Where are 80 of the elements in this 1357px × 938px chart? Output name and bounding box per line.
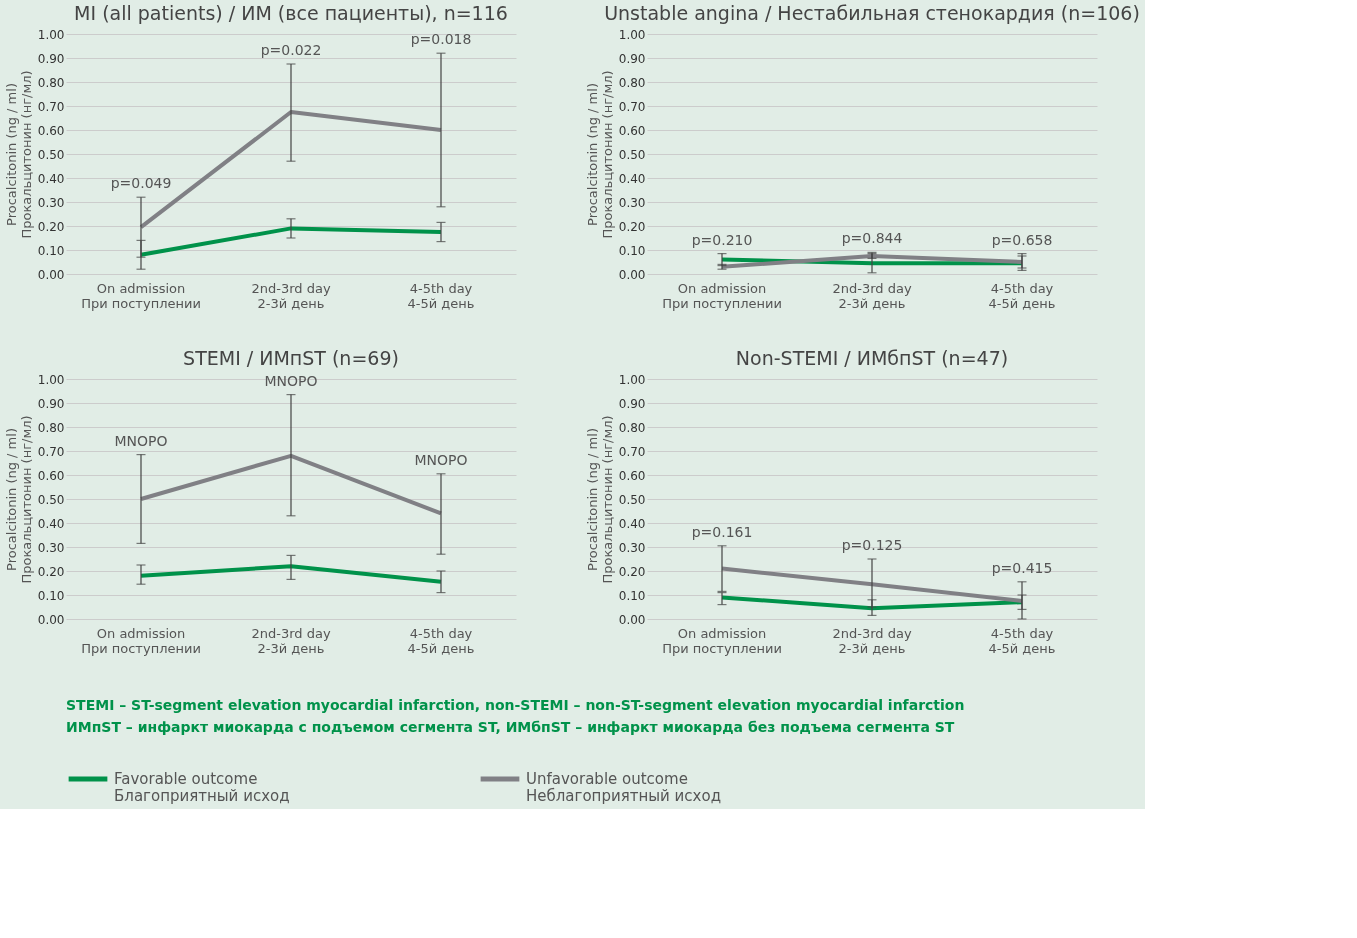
y-tick-label: 0.30 <box>37 540 65 555</box>
y-tick-label: 0.30 <box>618 540 646 555</box>
y-tick-label: 0.00 <box>618 612 646 627</box>
y-tick-label: 0.10 <box>618 588 646 603</box>
y-tick-label: 0.50 <box>37 492 65 507</box>
y-tick-label: 0.50 <box>618 147 646 162</box>
annotation: p=0.658 <box>991 231 1053 248</box>
x-tick-label: On admission При поступлении <box>81 280 201 311</box>
y-tick-label: 0.70 <box>618 444 646 459</box>
y-tick-label: 0.00 <box>618 267 646 282</box>
y-tick-label: 0.60 <box>618 468 646 483</box>
chart-title: Unstable angina / Нестабильная стенокардия (n=106) <box>604 2 1140 24</box>
y-tick-label: 0.70 <box>618 99 646 114</box>
annotation: p=0.844 <box>841 230 903 247</box>
text: ИМпST – инфаркт миокарда с подъемом сегмента ST, ИМбпST – инфаркт миокарда без подъема сегмента ST <box>66 719 955 735</box>
x-tick-label: 2nd-3rd day 2-3й день <box>832 625 912 656</box>
x-tick-label: On admission При поступлении <box>662 625 782 656</box>
x-tick-label: On admission При поступлении <box>662 280 782 311</box>
y-tick-label: 0.80 <box>37 420 65 435</box>
y-tick-label: 0.60 <box>37 123 65 138</box>
y-axis-title: Procalcitonin (ng / ml) Прокальцитонин (нг/мл) <box>3 415 34 584</box>
annotation: MNOPO <box>114 432 168 449</box>
y-tick-label: 0.30 <box>37 195 65 210</box>
x-tick-label: 2nd-3rd day 2-3й день <box>832 280 912 311</box>
x-tick-label: 2nd-3rd day 2-3й день <box>251 625 331 656</box>
legend-label: Unfavorable outcome Неблагоприятный исход <box>526 770 722 805</box>
x-tick-label: 4-5th day 4-5й день <box>407 280 475 311</box>
x-tick-label: 2nd-3rd day 2-3й день <box>251 280 331 311</box>
chart-title: MI (all patients) / ИМ (все пациенты), n=116 <box>74 2 508 24</box>
y-axis-title: Procalcitonin (ng / ml) Прокальцитонин (нг/мл) <box>584 70 615 239</box>
y-tick-label: 0.60 <box>37 468 65 483</box>
y-tick-label: 0.90 <box>37 51 65 66</box>
annotation: p=0.018 <box>410 31 472 48</box>
y-tick-label: 0.20 <box>37 219 65 234</box>
y-tick-label: 0.80 <box>37 75 65 90</box>
y-tick-label: 0.50 <box>37 147 65 162</box>
y-tick-label: 0.00 <box>37 612 65 627</box>
annotation: MNOPO <box>264 372 318 389</box>
annotation: p=0.125 <box>841 537 903 553</box>
y-tick-label: 0.30 <box>618 195 646 210</box>
y-tick-label: 0.90 <box>618 396 646 411</box>
y-axis-title: Procalcitonin (ng / ml) Прокальцитонин (нг/мл) <box>584 415 615 584</box>
y-tick-label: 0.10 <box>37 243 65 258</box>
annotation: MNOPO <box>414 451 468 468</box>
y-tick-label: 0.00 <box>37 267 65 282</box>
y-tick-label: 0.70 <box>37 444 65 459</box>
annotation: p=0.415 <box>991 559 1053 576</box>
x-tick-label: 4-5th day 4-5й день <box>988 280 1056 311</box>
y-tick-label: 1.00 <box>37 372 65 387</box>
legend-label: Favorable outcome Благоприятный исход <box>114 770 290 805</box>
y-axis-title: Procalcitonin (ng / ml) Прокальцитонин (нг/мл) <box>3 70 34 239</box>
y-tick-label: 0.20 <box>618 219 646 234</box>
y-tick-label: 1.00 <box>618 372 646 387</box>
y-tick-label: 0.40 <box>618 516 646 531</box>
x-tick-label: 4-5th day 4-5й день <box>407 625 475 656</box>
y-tick-label: 0.40 <box>618 171 646 186</box>
annotation: p=0.022 <box>260 42 322 58</box>
x-tick-label: 4-5th day 4-5й день <box>988 625 1056 656</box>
x-tick-label: On admission При поступлении <box>81 625 201 656</box>
y-tick-label: 0.60 <box>618 123 646 138</box>
chart-title: STEMI / ИМпST (n=69) <box>183 347 399 369</box>
annotation: p=0.049 <box>110 175 172 192</box>
y-tick-label: 0.40 <box>37 171 65 186</box>
y-tick-label: 0.70 <box>37 99 65 114</box>
y-tick-label: 0.90 <box>618 51 646 66</box>
y-tick-label: 0.50 <box>618 492 646 507</box>
annotation: p=0.210 <box>691 231 753 248</box>
y-tick-label: 0.10 <box>37 588 65 603</box>
chart-title: Non-STEMI / ИМбпST (n=47) <box>735 347 1009 369</box>
y-tick-label: 0.80 <box>618 75 646 90</box>
y-tick-label: 1.00 <box>618 27 646 42</box>
y-tick-label: 0.20 <box>37 564 65 579</box>
y-tick-label: 0.10 <box>618 243 646 258</box>
y-tick-label: 1.00 <box>37 27 65 42</box>
y-tick-label: 0.20 <box>618 564 646 579</box>
annotation: p=0.161 <box>691 523 753 540</box>
y-tick-label: 0.80 <box>618 420 646 435</box>
y-tick-label: 0.90 <box>37 396 65 411</box>
text: STEMI – ST-segment elevation myocardial infarction, non-STEMI – non-ST-segment elevation myocardial infarction <box>66 697 965 713</box>
y-tick-label: 0.40 <box>37 516 65 531</box>
